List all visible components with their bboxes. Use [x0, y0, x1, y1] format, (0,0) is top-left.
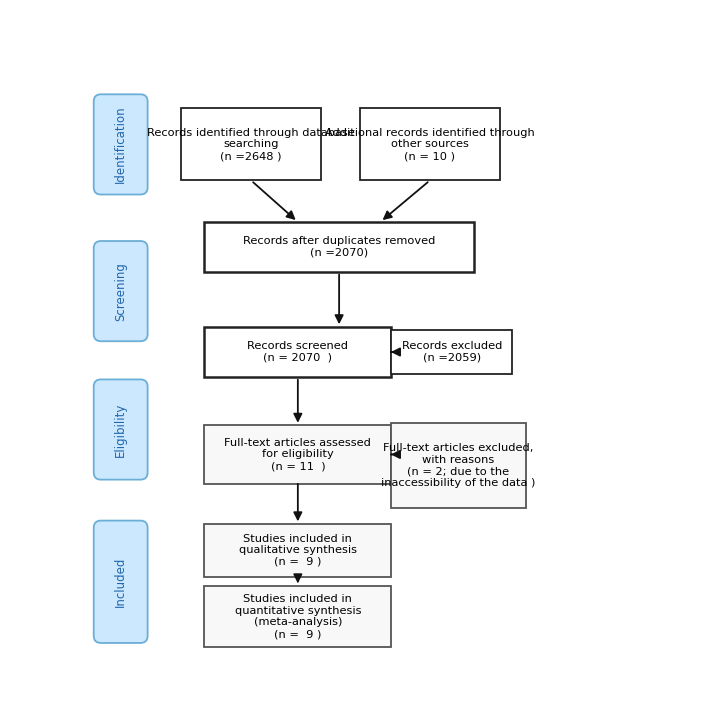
FancyBboxPatch shape: [94, 521, 148, 643]
FancyBboxPatch shape: [94, 380, 148, 480]
Text: Identification: Identification: [114, 106, 127, 183]
Text: Additional records identified through
other sources
(n = 10 ): Additional records identified through ot…: [325, 128, 535, 161]
Text: Studies included in
quantitative synthesis
(meta-analysis)
(n =  9 ): Studies included in quantitative synthes…: [234, 595, 361, 639]
Text: Full-text articles excluded,
with reasons
(n = 2; due to the
inaccessibility of : Full-text articles excluded, with reason…: [381, 443, 536, 488]
Text: Full-text articles assessed
for eligibility
(n = 11  ): Full-text articles assessed for eligibil…: [224, 438, 371, 471]
FancyBboxPatch shape: [204, 327, 391, 377]
FancyBboxPatch shape: [204, 586, 391, 647]
FancyBboxPatch shape: [204, 426, 391, 483]
FancyBboxPatch shape: [391, 423, 526, 508]
Text: Records identified through database
searching
(n =2648 ): Records identified through database sear…: [147, 128, 355, 161]
FancyBboxPatch shape: [204, 222, 474, 272]
FancyBboxPatch shape: [391, 330, 513, 374]
Text: Included: Included: [114, 557, 127, 607]
FancyBboxPatch shape: [360, 109, 500, 180]
Text: Eligibility: Eligibility: [114, 403, 127, 457]
Text: Records after duplicates removed
(n =2070): Records after duplicates removed (n =207…: [243, 236, 435, 257]
Text: Studies included in
qualitative synthesis
(n =  9 ): Studies included in qualitative synthesi…: [239, 533, 357, 567]
Text: Records excluded
(n =2059): Records excluded (n =2059): [402, 342, 502, 363]
FancyBboxPatch shape: [204, 524, 391, 577]
FancyBboxPatch shape: [94, 94, 148, 195]
Text: Screening: Screening: [114, 262, 127, 321]
FancyBboxPatch shape: [181, 109, 321, 180]
Text: Records screened
(n = 2070  ): Records screened (n = 2070 ): [247, 342, 349, 363]
FancyBboxPatch shape: [94, 241, 148, 342]
